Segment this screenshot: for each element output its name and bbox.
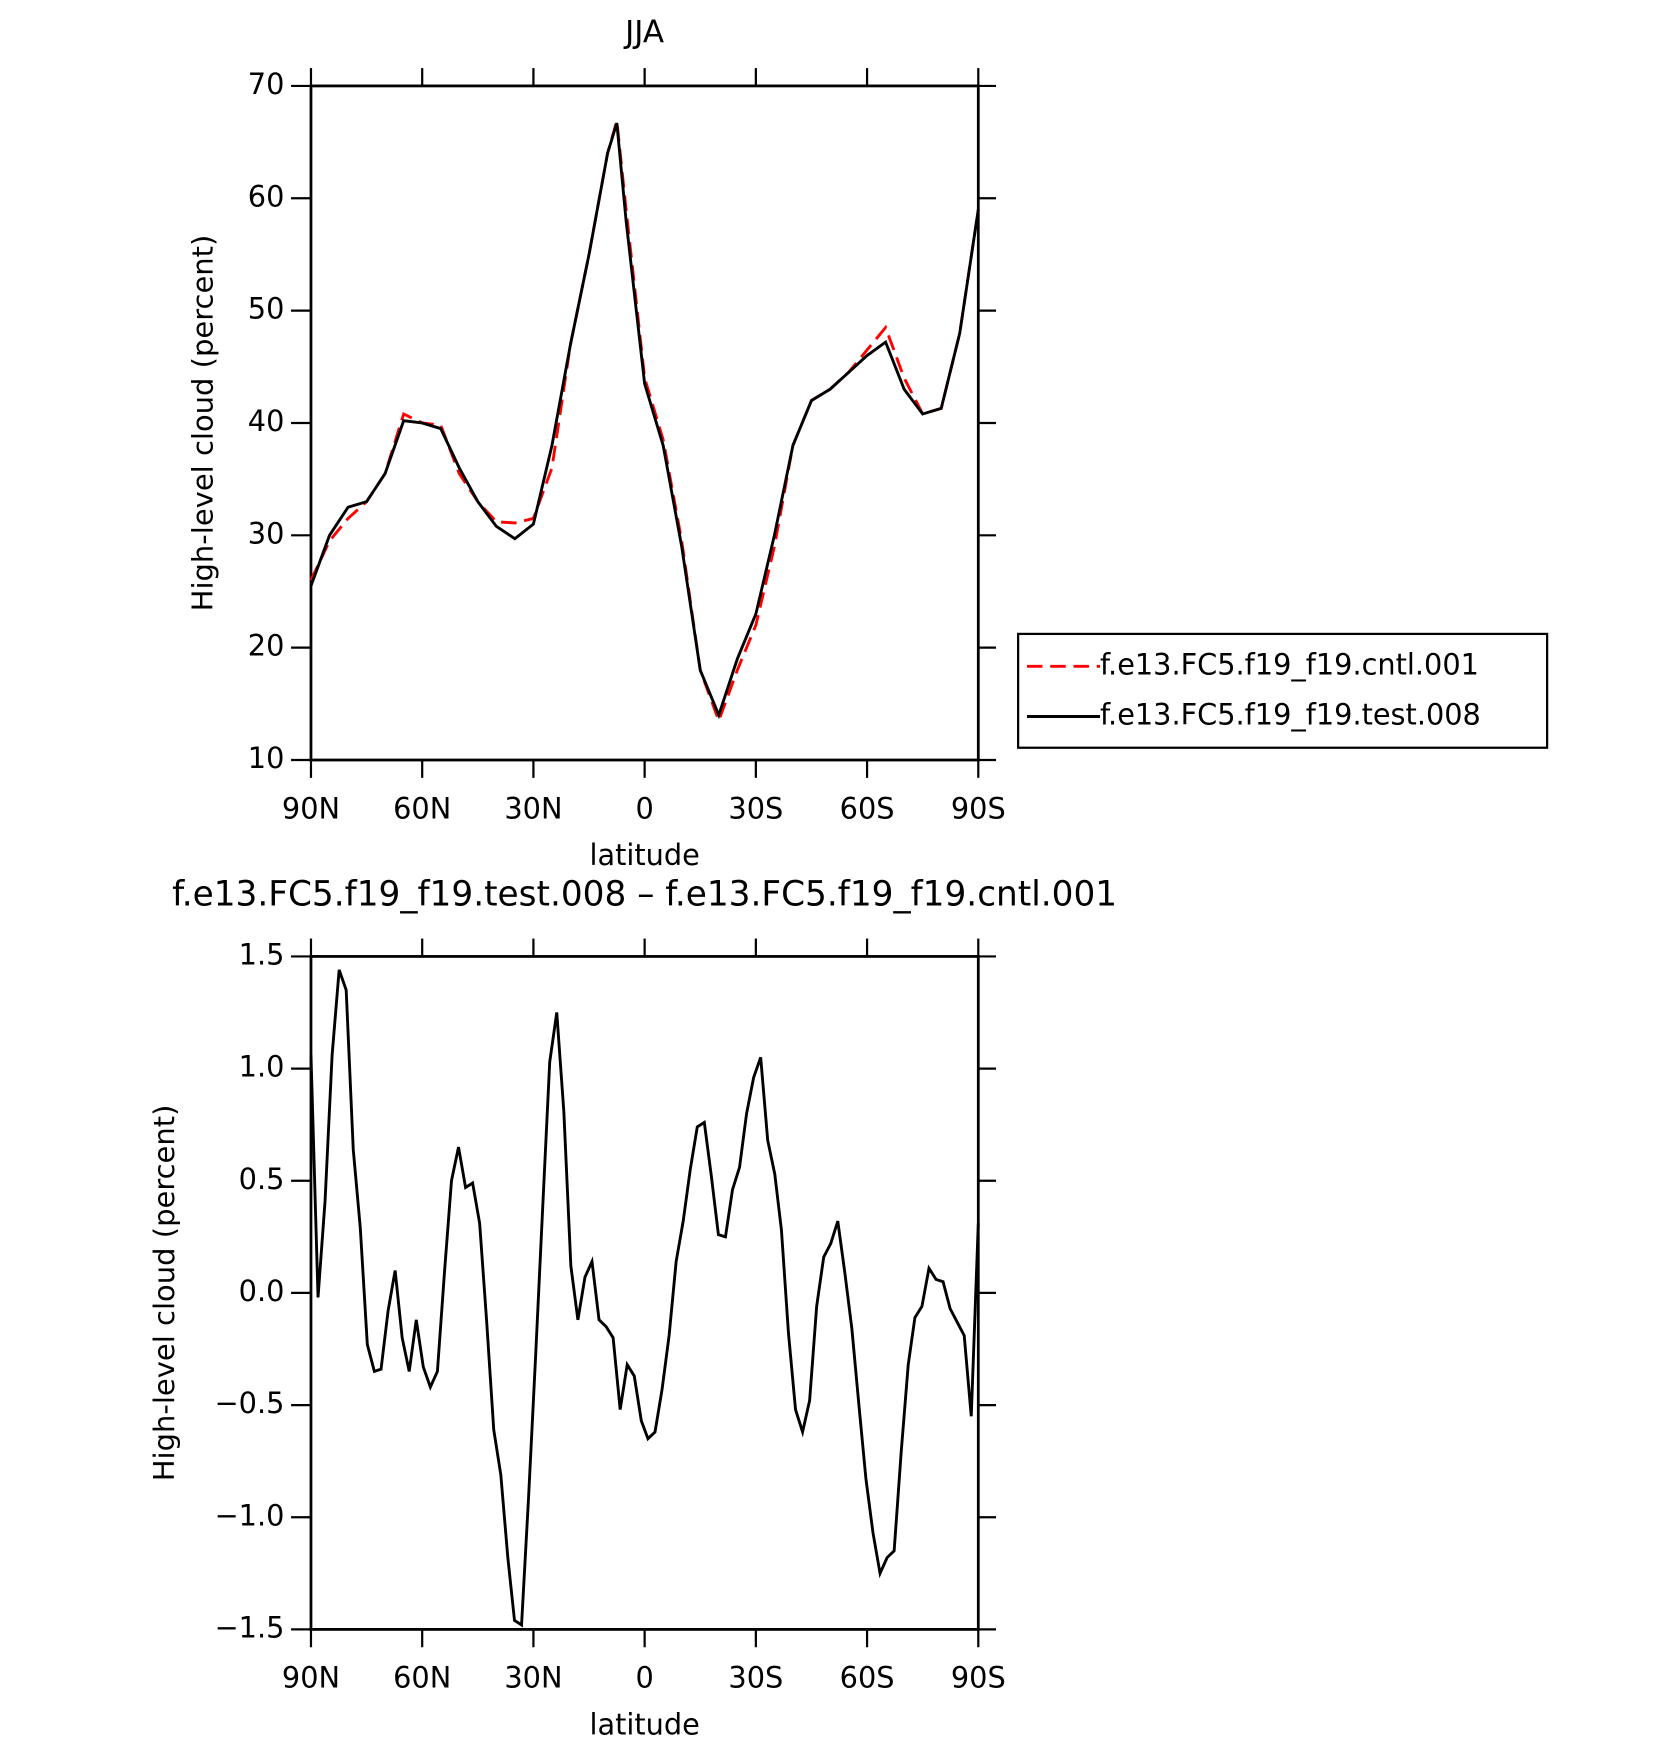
legend-label: f.e13.FC5.f19_f19.cntl.001 (1100, 647, 1479, 681)
y-tick-label: 70 (248, 67, 285, 101)
y-axis-label: High-level cloud (percent) (147, 1105, 181, 1482)
x-tick-label: 30N (504, 1661, 562, 1695)
y-tick-label: 40 (248, 404, 285, 438)
x-tick-label: 0 (635, 1661, 653, 1695)
x-tick-label: 30S (728, 791, 783, 825)
legend-label: f.e13.FC5.f19_f19.test.008 (1100, 697, 1481, 731)
x-tick-label: 0 (635, 791, 653, 825)
x-tick-label: 60S (840, 1661, 895, 1695)
x-tick-label: 60N (393, 1661, 451, 1695)
y-tick-label: −1.0 (215, 1498, 285, 1532)
data-line (309, 969, 980, 1628)
x-tick-label: 90N (282, 1661, 340, 1695)
data-line (309, 122, 980, 720)
legend-box (1017, 632, 1549, 749)
y-tick-label: 30 (248, 516, 285, 550)
y-tick-label: 0.0 (239, 1274, 285, 1308)
y-tick-label: −0.5 (215, 1386, 285, 1420)
x-tick-label: 60S (840, 791, 895, 825)
y-tick-label: −1.5 (215, 1610, 285, 1644)
y-tick-label: 60 (248, 179, 285, 213)
y-tick-label: 20 (248, 629, 285, 663)
x-tick-label: 90S (951, 1661, 1006, 1695)
x-tick-label: 60N (393, 791, 451, 825)
x-axis-label: latitude (589, 838, 699, 872)
x-tick-label: 30S (728, 1661, 783, 1695)
y-tick-label: 50 (248, 292, 285, 326)
y-tick-label: 10 (248, 741, 285, 775)
chart-title: f.e13.FC5.f19_f19.test.008 – f.e13.FC5.f… (172, 875, 1117, 915)
x-tick-label: 90S (951, 791, 1006, 825)
x-axis-label: latitude (589, 1707, 699, 1741)
y-tick-label: 0.5 (239, 1162, 285, 1196)
y-axis-label: High-level cloud (percent) (186, 235, 220, 612)
chart-title: JJA (623, 14, 665, 50)
plot-frame (309, 84, 980, 762)
x-tick-label: 30N (504, 791, 562, 825)
plot-frame (309, 955, 980, 1631)
x-tick-label: 90N (282, 791, 340, 825)
y-tick-label: 1.0 (239, 1050, 285, 1084)
y-tick-label: 1.5 (239, 937, 285, 971)
